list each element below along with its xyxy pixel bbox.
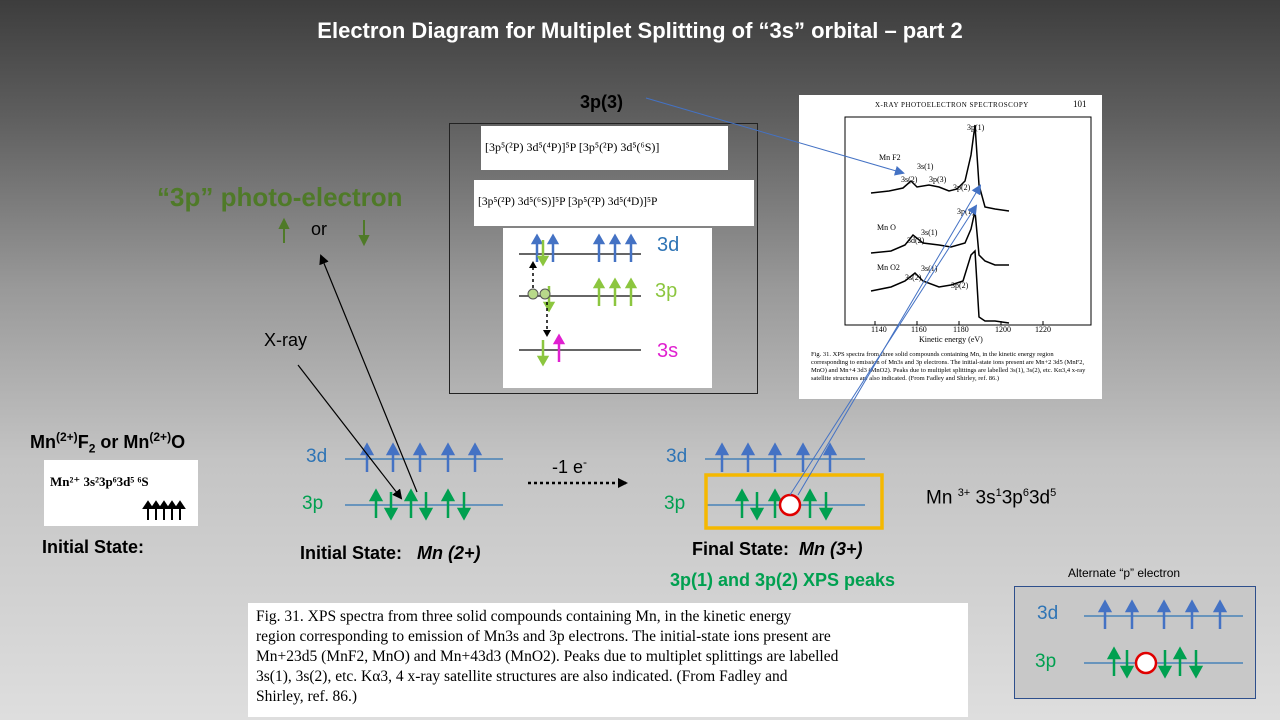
inset-level-diagram [519, 233, 641, 367]
alternate-3p-label: 3p [1035, 651, 1057, 672]
xps-spectra [844, 116, 1092, 326]
final-3d-label: 3d [666, 446, 688, 467]
compound-formula: Mn(2+)F2 or Mn(2+)O [30, 430, 186, 456]
xray-label: X-ray [264, 330, 308, 350]
photoelectron-arrows [278, 217, 370, 247]
final-3p-hole [778, 493, 802, 517]
xray-arrow [297, 364, 403, 500]
alternate-3p-arrows [1106, 646, 1204, 679]
xps-figure: X-RAY PHOTOELECTRON SPECTROSCOPY 101 114… [799, 95, 1102, 399]
emission-arrow [319, 254, 418, 493]
mn3-config: Mn 3+ 3s13p63d5 [926, 487, 1057, 509]
config-image-arrows [142, 500, 186, 520]
left-initial-state: Initial State: [42, 537, 145, 557]
slide-title: Electron Diagram for Multiplet Splitting… [317, 18, 963, 43]
initial-state-caption: Initial State: Mn (2+) [300, 543, 481, 563]
or-label: or [311, 219, 328, 239]
figure-caption: Fig. 31. XPS spectra from three solid co… [248, 603, 968, 717]
initial-3p-arrows [368, 488, 472, 521]
alternate-title: Alternate “p” electron [1068, 566, 1181, 580]
initial-3d-arrows [359, 442, 483, 472]
final-3d-arrows [714, 442, 838, 472]
alternate-3d-arrows [1097, 599, 1228, 629]
xps-x-ticks: 1140 1160 1180 1200 1220 [871, 325, 1051, 334]
config-image-text: Mn²⁺ 3s²3p⁶3d⁵ ⁶S [50, 474, 149, 489]
alternate-3d-label: 3d [1037, 603, 1059, 624]
initial-3d-label: 3d [306, 446, 328, 467]
final-state-caption: Final State: Mn (3+) [692, 539, 863, 559]
inset-3s-label: 3s [657, 340, 679, 362]
peaks-label: 3p(1) and 3p(2) XPS peaks [670, 570, 896, 590]
inset-term-2: [3p⁵(²P) 3d⁵(⁶S)]⁵P [3p⁵(²P) 3d⁵(⁴D)]⁵P [474, 180, 754, 226]
spectrum-connectors [645, 97, 982, 496]
transition-label: -1 e- [552, 455, 588, 477]
final-3p-label: 3p [664, 493, 686, 514]
alternate-3p-hole [1134, 651, 1158, 675]
photoelectron-label: “3p” photo-electron [157, 182, 403, 212]
final-3p-highlight-box [704, 473, 884, 530]
inset-3d-label: 3d [657, 234, 680, 256]
label-3p3: 3p(3) [580, 92, 624, 112]
config-image: Mn²⁺ 3s²3p⁶3d⁵ ⁶S [44, 460, 198, 526]
inset-frame [449, 123, 758, 394]
initial-3p-label: 3p [302, 493, 324, 514]
final-3p-arrows [734, 488, 834, 521]
inset-levels: 3d 3p 3s [503, 228, 712, 388]
inset-term-1: [3p⁵(²P) 3d⁵(⁴P)]⁵P [3p⁵(²P) 3d⁵(⁶S)] [481, 126, 728, 170]
inset-3p-label: 3p [655, 280, 678, 302]
